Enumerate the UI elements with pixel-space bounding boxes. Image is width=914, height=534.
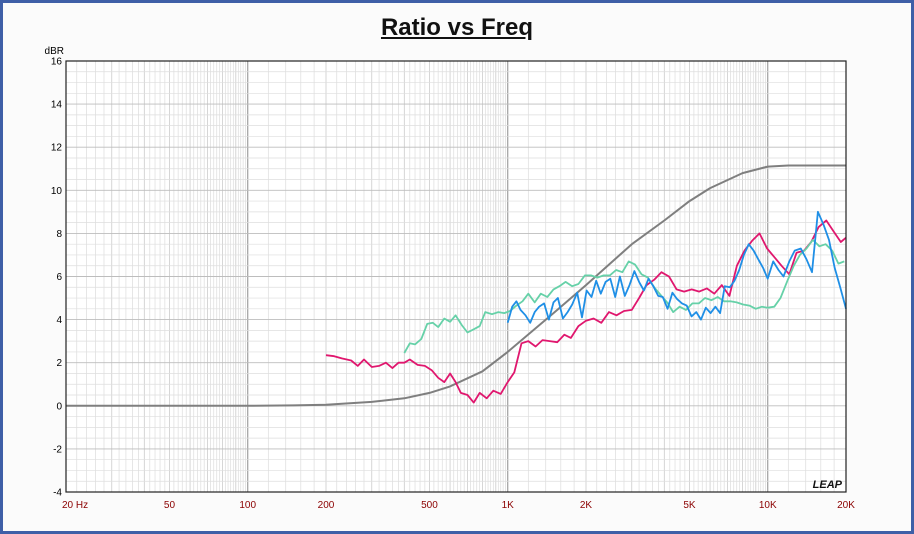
series-line-4 (506, 210, 847, 324)
x-tick-label: 20K (837, 500, 855, 511)
x-tick-label: 2K (580, 500, 593, 511)
x-tick-label: 100 (239, 500, 256, 511)
y-tick-label: 0 (56, 401, 62, 412)
x-tick-label: 10K (759, 500, 777, 511)
y-tick-label: 10 (51, 186, 63, 197)
x-tick-label: 20 Hz (62, 500, 88, 511)
y-tick-label: 8 (56, 229, 62, 240)
y-tick-label: -2 (53, 444, 62, 455)
series-line-3 (403, 238, 845, 354)
series-group (66, 164, 847, 407)
x-tick-label: 5K (683, 500, 696, 511)
y-tick-label: 16 (51, 57, 63, 68)
x-tick-label: 200 (318, 500, 335, 511)
y-tick-label: 6 (56, 272, 62, 283)
x-tick-label: 50 (164, 500, 176, 511)
x-tick-label: 1K (502, 500, 515, 511)
chart-title: Ratio vs Freq (380, 14, 534, 41)
y-tick-labels: -4 -2 0 2 4 6 8 10 12 14 16 (51, 57, 63, 499)
y-tick-label: -4 (53, 488, 62, 499)
x-tick-label: 500 (421, 500, 438, 511)
x-tick-labels: 20 Hz 50 100 200 500 1K 2K 5K 10K 20K (62, 500, 855, 511)
y-axis-label: dBR (45, 46, 64, 57)
plot-border (65, 60, 847, 493)
y-tick-label: 14 (51, 100, 63, 111)
grid (65, 60, 847, 493)
y-tick-label: 2 (56, 358, 62, 369)
y-tick-label: 4 (56, 315, 62, 326)
leap-logo: LEAP (813, 479, 843, 491)
series-line-1 (66, 164, 846, 407)
y-tick-label: 12 (51, 143, 63, 154)
series-line-2 (325, 219, 847, 404)
